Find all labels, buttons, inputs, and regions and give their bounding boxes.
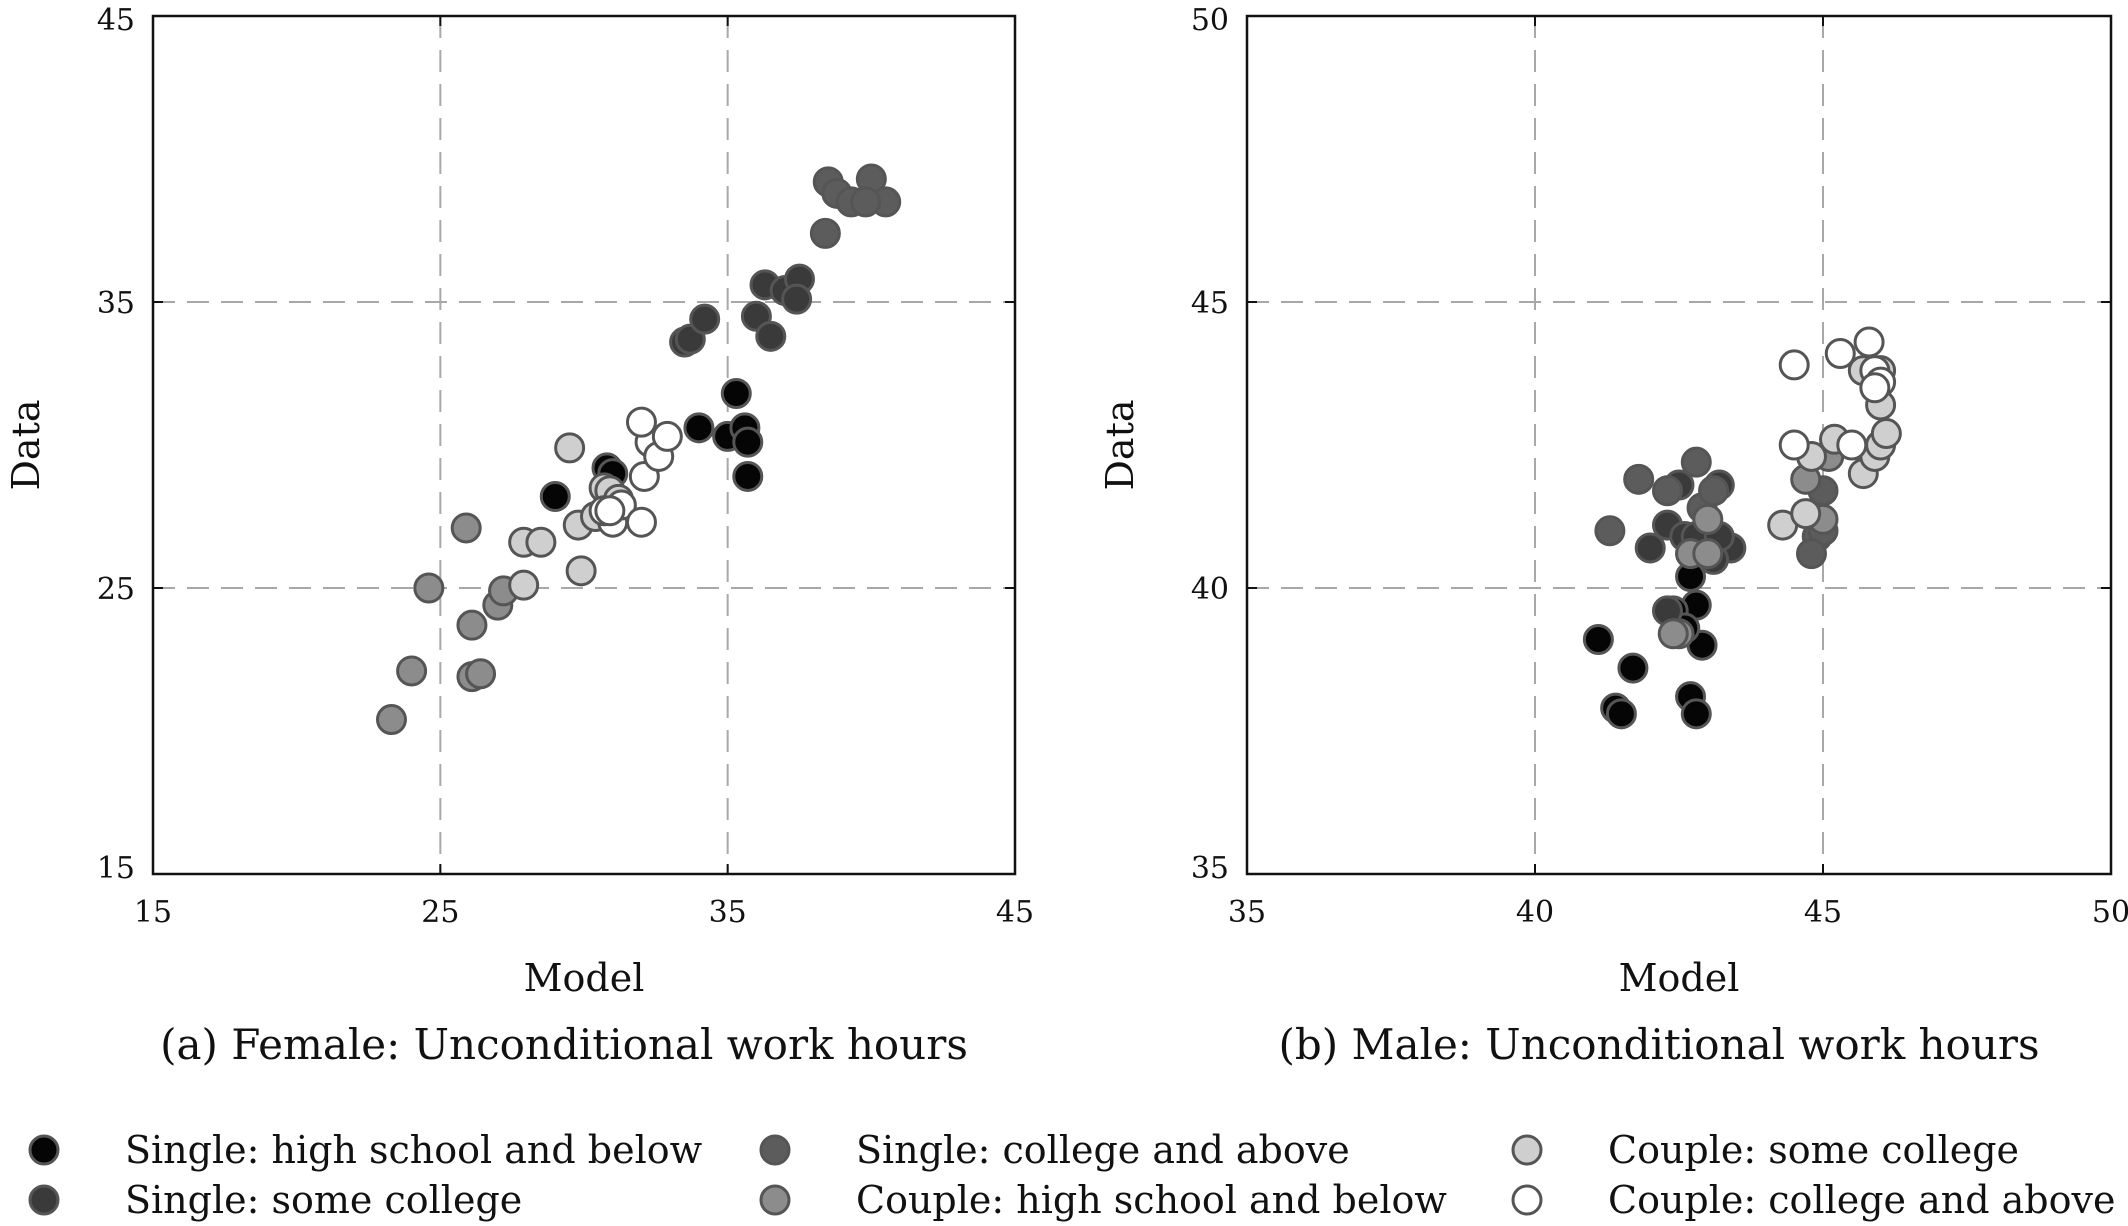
point-couple-college-female (651, 420, 683, 452)
y-tick-label: 45 (1191, 286, 1229, 321)
legend: Single: high school and below Single: col… (28, 1128, 2115, 1222)
x-tick-label: 45 (996, 895, 1034, 930)
y-tick-label: 25 (97, 572, 135, 607)
point-couple-hs-female (456, 609, 488, 641)
point-couple-college-female (625, 506, 657, 538)
point-single-college-male (1795, 538, 1827, 570)
x-tick-label: 25 (421, 895, 459, 930)
point-couple-college-female (625, 406, 657, 438)
point-single-hs-male (1582, 623, 1614, 655)
point-single-some-male (1634, 532, 1666, 564)
point-couple-college-male (1853, 326, 1885, 358)
caption-female: (a) Female: Unconditional work hours (160, 1020, 968, 1069)
legend-marker-single-some (28, 1184, 60, 1216)
point-single-hs-male (1617, 652, 1649, 684)
y-tick-label: 45 (97, 3, 135, 38)
panel-female: 15 25 35 45 15 25 35 45 Model Data (a) Female: … (4, 3, 1034, 1069)
point-single-college-male (1698, 475, 1730, 507)
point-single-college-male (1623, 463, 1655, 495)
x-tick-label: 45 (1804, 895, 1842, 930)
point-single-hs-female (539, 480, 571, 512)
legend-marker-single-hs (28, 1134, 60, 1166)
point-single-some-female (781, 283, 813, 315)
y-tick-label: 50 (1191, 3, 1229, 38)
point-couple-some-female (508, 569, 540, 601)
point-single-hs-female (683, 412, 715, 444)
point-couple-hs-female (396, 655, 428, 687)
point-couple-college-female (594, 495, 626, 527)
point-single-hs-male (1680, 698, 1712, 730)
point-single-some-female (755, 320, 787, 352)
legend-label-couple-some: Couple: some college (1608, 1128, 2019, 1172)
point-couple-some-female (565, 555, 597, 587)
x-tick-label: 40 (1516, 895, 1554, 930)
point-couple-hs-female (450, 512, 482, 544)
point-couple-hs-female (465, 658, 497, 690)
y-tick-label: 15 (97, 851, 135, 886)
y-tick-label: 35 (97, 286, 135, 321)
point-single-hs-female (732, 460, 764, 492)
point-couple-some-female (525, 526, 557, 558)
y-axis-label-female: Data (4, 399, 48, 490)
x-tick-label: 50 (2092, 895, 2128, 930)
point-couple-hs-female (413, 572, 445, 604)
y-tick-label: 35 (1191, 851, 1229, 886)
caption-male: (b) Male: Unconditional work hours (1278, 1020, 2039, 1069)
x-axis-label-male: Model (1619, 956, 1740, 1000)
legend-label-single-college: Single: college and above (856, 1128, 1350, 1172)
x-tick-label: 35 (1228, 895, 1266, 930)
legend-marker-couple-college (1511, 1184, 1543, 1216)
y-axis-label-male: Data (1098, 399, 1142, 490)
x-tick-label: 15 (134, 895, 172, 930)
legend-label-single-hs: Single: high school and below (125, 1128, 703, 1172)
ticks-male: 35 40 45 50 35 40 45 50 (1191, 3, 2128, 930)
point-couple-hs-male (1692, 538, 1724, 570)
points-male (1582, 326, 1902, 730)
plot-frame-female (151, 14, 1017, 876)
point-single-hs-female (720, 378, 752, 410)
point-single-college-male (1651, 475, 1683, 507)
legend-label-single-some: Single: some college (125, 1178, 522, 1222)
legend-marker-couple-some (1511, 1134, 1543, 1166)
point-single-college-male (1680, 446, 1712, 478)
x-tick-label: 35 (709, 895, 747, 930)
point-couple-college-male (1836, 429, 1868, 461)
point-single-some-female (689, 303, 721, 335)
point-couple-some-female (554, 432, 586, 464)
point-couple-some-male (1790, 498, 1822, 530)
point-couple-college-male (1824, 337, 1856, 369)
point-couple-college-male (1859, 372, 1891, 404)
legend-marker-single-college (759, 1134, 791, 1166)
ticks-female: 15 25 35 45 15 25 35 45 (97, 3, 1034, 930)
point-couple-college-male (1778, 429, 1810, 461)
point-single-college-female (809, 217, 841, 249)
point-single-college-female (850, 186, 882, 218)
gridlines-male (1247, 16, 2111, 874)
legend-label-couple-hs: Couple: high school and below (856, 1178, 1447, 1222)
point-single-hs-male (1605, 698, 1637, 730)
point-couple-hs-male (1657, 618, 1689, 650)
point-couple-college-male (1778, 349, 1810, 381)
x-axis-label-female: Model (524, 956, 645, 1000)
y-tick-label: 40 (1191, 572, 1229, 607)
point-couple-some-male (1870, 418, 1902, 450)
point-couple-hs-female (375, 704, 407, 736)
point-single-college-male (1594, 515, 1626, 547)
points-female (375, 163, 902, 736)
gridlines-female (153, 16, 1015, 874)
panel-male: 35 40 45 50 35 40 45 50 Model Data (b) Male: Un… (1098, 3, 2128, 1069)
plot-frame-male (1245, 14, 2113, 876)
legend-marker-couple-hs (759, 1184, 791, 1216)
point-couple-hs-male (1692, 503, 1724, 535)
legend-label-couple-college: Couple: college and above (1608, 1178, 2115, 1222)
point-single-hs-female (732, 426, 764, 458)
